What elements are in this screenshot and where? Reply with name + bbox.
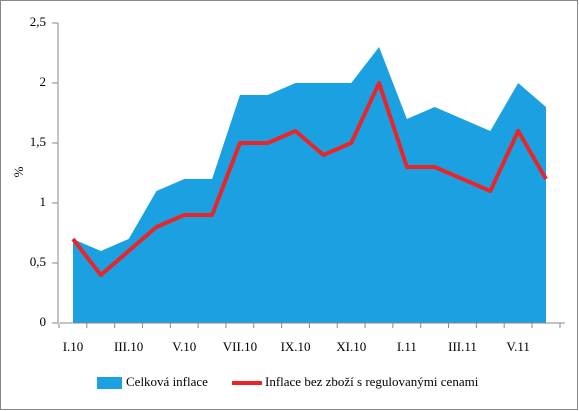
x-tick-label: IX.10 <box>281 339 311 354</box>
x-tick-label: V.10 <box>172 339 196 354</box>
y-tick-label: 2,5 <box>30 14 46 29</box>
area <box>73 47 546 323</box>
y-tick-label: 1 <box>40 194 47 209</box>
y-tick-label: 0 <box>40 314 47 329</box>
x-tick-label: I.11 <box>397 339 417 354</box>
x-tick-label: III.10 <box>114 339 143 354</box>
line <box>71 81 548 277</box>
x-tick-label: XI.10 <box>336 339 366 354</box>
y-tick-label: 2 <box>40 74 47 89</box>
y-tick-label: 1,5 <box>30 134 46 149</box>
legend-label: Inflace bez zboží s regulovanými cenami <box>265 374 479 389</box>
x-tick-label: I.10 <box>63 339 84 354</box>
x-tick-label: VII.10 <box>223 339 257 354</box>
legend-swatch <box>97 377 122 389</box>
x-tick-label: V.11 <box>506 339 529 354</box>
y-axis-label: % <box>11 166 26 177</box>
x-tick-label: III.11 <box>448 339 477 354</box>
legend-label: Celková inflace <box>126 374 208 389</box>
y-tick-label: 0,5 <box>30 254 46 269</box>
